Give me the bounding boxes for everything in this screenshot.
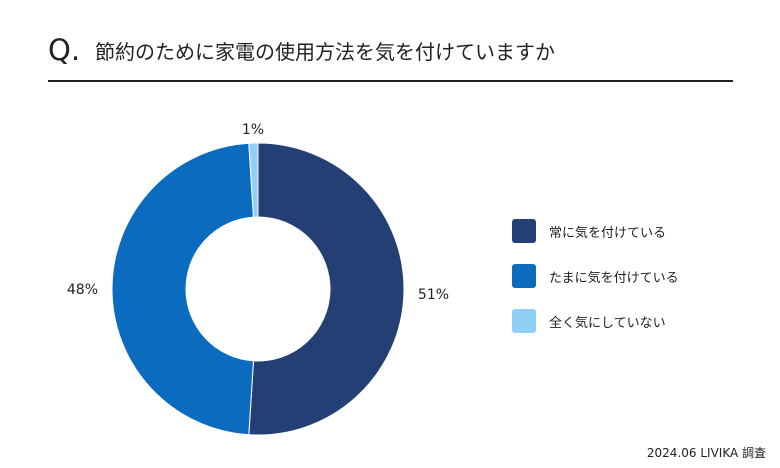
donut-slice-never xyxy=(248,142,259,218)
legend-label-sometimes: たまに気を付けている xyxy=(549,270,679,286)
data-label-always: 51% xyxy=(418,287,449,303)
donut-slice-always xyxy=(248,142,405,436)
page-title: 節約のために家電の使用方法を気を付けていますか xyxy=(95,40,555,64)
data-label-sometimes: 48% xyxy=(67,282,98,298)
legend-item-never: 全く気にしていない xyxy=(512,308,679,334)
legend-swatch-sometimes xyxy=(512,264,536,288)
legend-item-sometimes: たまに気を付けている xyxy=(512,263,679,289)
question-mark-label: Q. xyxy=(48,33,81,67)
legend-label-never: 全く気にしていない xyxy=(549,315,666,331)
legend-label-always: 常に気を付けている xyxy=(549,225,667,241)
legend-item-always: 常に気を付けている xyxy=(512,218,679,244)
donut-slice-sometimes xyxy=(111,142,255,436)
legend-swatch-always xyxy=(512,219,536,243)
title-divider xyxy=(48,80,733,82)
data-label-never: 1% xyxy=(242,122,264,138)
legend-swatch-never xyxy=(512,309,536,333)
chart-legend: 常に気を付けている たまに気を付けている 全く気にしていない xyxy=(512,218,679,353)
source-note: 2024.06 LIVIKA 調査 xyxy=(646,446,766,460)
